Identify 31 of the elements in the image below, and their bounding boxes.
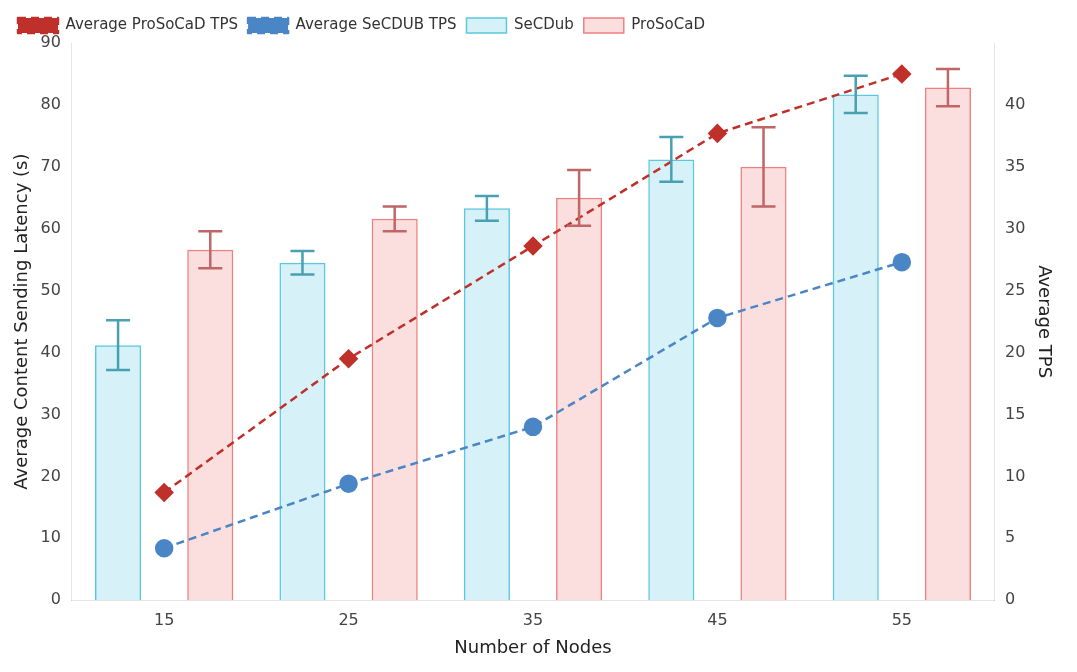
y2-tick-label: 20 <box>1005 341 1026 361</box>
y-tick-label: 10 <box>40 527 61 547</box>
y-tick-label: 0 <box>50 589 61 609</box>
legend-label: Average SeCDUB TPS <box>295 15 457 34</box>
y2-tick-label: 5 <box>1005 527 1016 547</box>
x-tick-label: 55 <box>891 609 913 629</box>
y-tick-label: 80 <box>40 94 61 114</box>
y-tick-label: 50 <box>40 279 61 299</box>
y-tick-label: 40 <box>40 341 61 361</box>
x-tick-label: 15 <box>153 609 175 629</box>
y2-axis-title: Average TPS <box>1034 265 1056 379</box>
legend-label: SeCDub <box>513 15 574 34</box>
y-tick-label: 90 <box>40 32 61 52</box>
x-tick-label: 25 <box>338 609 359 629</box>
legend-label: Average ProSoCaD TPS <box>65 15 239 34</box>
y2-tick-label: 35 <box>1005 155 1026 175</box>
x-axis-title: Number of Nodes <box>454 635 612 657</box>
y2-tick-label: 25 <box>1005 279 1026 299</box>
y2-tick-label: 0 <box>1005 589 1016 609</box>
x-tick-label: 35 <box>522 609 544 629</box>
y2-tick-label: 30 <box>1005 217 1026 237</box>
legend-label: ProSoCaD <box>631 15 705 34</box>
y-tick-label: 20 <box>40 465 61 485</box>
y-tick-label: 30 <box>40 403 61 423</box>
y2-tick-label: 15 <box>1005 403 1026 423</box>
y-tick-label: 60 <box>40 217 61 237</box>
y-axis-title: Average Content Sending Latency (s) <box>10 153 32 490</box>
y-tick-label: 70 <box>40 155 61 175</box>
y2-tick-label: 10 <box>1005 465 1026 485</box>
x-tick-label: 45 <box>707 609 728 629</box>
y2-tick-label: 40 <box>1005 94 1026 114</box>
